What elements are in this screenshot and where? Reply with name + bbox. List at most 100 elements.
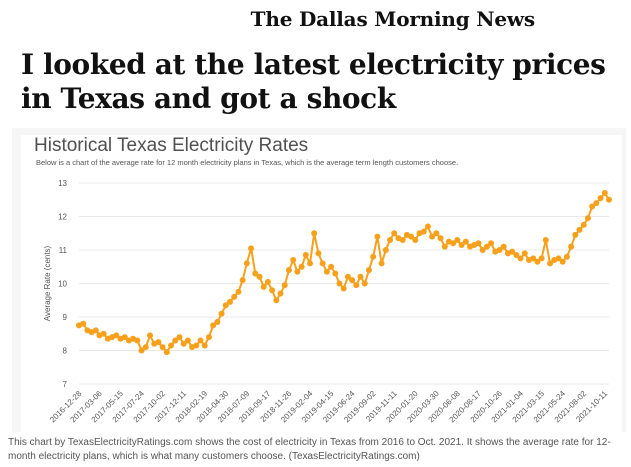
data-point xyxy=(319,260,326,267)
grid-lines xyxy=(79,182,609,385)
data-point xyxy=(222,302,229,309)
data-point xyxy=(336,280,343,287)
data-point xyxy=(475,240,482,247)
y-tick-label: 10 xyxy=(58,280,67,289)
y-tick-label: 9 xyxy=(63,313,68,322)
data-point xyxy=(172,337,179,344)
data-point xyxy=(328,263,335,270)
data-point xyxy=(155,339,162,346)
data-point xyxy=(142,344,149,351)
data-point xyxy=(159,344,166,351)
data-point xyxy=(235,288,242,295)
data-point xyxy=(176,334,183,341)
data-point xyxy=(340,285,347,292)
data-point xyxy=(264,278,271,285)
data-point xyxy=(530,255,537,262)
data-point xyxy=(513,252,520,259)
data-point xyxy=(441,243,448,250)
data-point xyxy=(433,230,440,237)
data-point xyxy=(218,310,225,317)
data-point xyxy=(547,260,554,267)
data-point xyxy=(370,253,377,260)
data-point xyxy=(193,342,200,349)
y-tick-label: 7 xyxy=(63,380,68,389)
data-point xyxy=(332,270,339,277)
chart-subtitle: Below is a chart of the average rate for… xyxy=(36,158,459,167)
data-point xyxy=(210,322,217,329)
data-point xyxy=(597,195,604,202)
data-point xyxy=(231,293,238,300)
data-point xyxy=(568,243,575,250)
data-point xyxy=(458,241,465,248)
data-point xyxy=(399,236,406,243)
photo-caption: This chart by TexasElectricityRatings.co… xyxy=(8,437,611,462)
data-point xyxy=(408,233,415,240)
data-point xyxy=(260,283,267,290)
data-point xyxy=(542,236,549,243)
data-point xyxy=(488,240,495,247)
data-point xyxy=(205,334,212,341)
data-point xyxy=(563,253,570,260)
data-point xyxy=(387,236,394,243)
data-point xyxy=(349,277,356,284)
data-point xyxy=(378,260,385,267)
chart-title: Historical Texas Electricity Rates xyxy=(34,135,309,156)
data-point xyxy=(298,263,305,270)
y-tick-label: 8 xyxy=(63,347,68,356)
data-point xyxy=(277,290,284,297)
data-point xyxy=(184,337,191,344)
data-point xyxy=(361,280,368,287)
data-point xyxy=(462,238,469,245)
data-point xyxy=(509,248,516,255)
data-point xyxy=(559,258,566,265)
data-point xyxy=(100,330,107,337)
data-point xyxy=(450,240,457,247)
data-point xyxy=(323,268,330,275)
data-point xyxy=(555,255,562,262)
data-point xyxy=(92,327,99,334)
chart-figure: Historical Texas Electricity Rates Below… xyxy=(12,128,626,432)
data-point xyxy=(580,221,587,228)
data-point xyxy=(365,267,372,274)
data-point xyxy=(437,235,444,242)
data-point xyxy=(302,252,309,259)
data-point xyxy=(412,236,419,243)
data-point xyxy=(214,319,221,326)
data-point xyxy=(121,334,128,341)
data-point xyxy=(281,282,288,289)
data-point xyxy=(479,247,486,253)
data-point xyxy=(429,233,436,240)
masthead-logo[interactable]: The Dallas Morning News xyxy=(250,7,536,31)
data-point xyxy=(269,287,276,294)
data-point xyxy=(344,273,351,280)
data-point xyxy=(138,347,145,354)
y-tick-label: 13 xyxy=(58,179,67,188)
data-point xyxy=(521,250,528,257)
data-point xyxy=(382,247,389,253)
data-point xyxy=(273,297,280,304)
data-point xyxy=(256,273,263,280)
data-point xyxy=(584,215,591,222)
data-point xyxy=(572,231,579,238)
y-tick-label: 12 xyxy=(58,213,67,222)
data-point xyxy=(243,260,250,267)
data-point xyxy=(534,258,541,265)
data-point xyxy=(163,349,170,356)
data-point xyxy=(593,200,600,207)
data-point xyxy=(146,332,153,339)
data-point xyxy=(424,223,431,230)
data-point xyxy=(538,255,545,262)
data-point xyxy=(80,320,87,327)
data-point xyxy=(374,233,381,240)
data-point xyxy=(113,332,120,339)
data-point xyxy=(483,243,490,250)
data-point xyxy=(285,267,292,274)
data-point xyxy=(239,277,246,284)
data-point xyxy=(353,282,360,289)
data-point xyxy=(576,226,583,233)
data-point xyxy=(517,255,524,262)
data-point xyxy=(197,337,204,344)
data-point xyxy=(168,342,175,349)
